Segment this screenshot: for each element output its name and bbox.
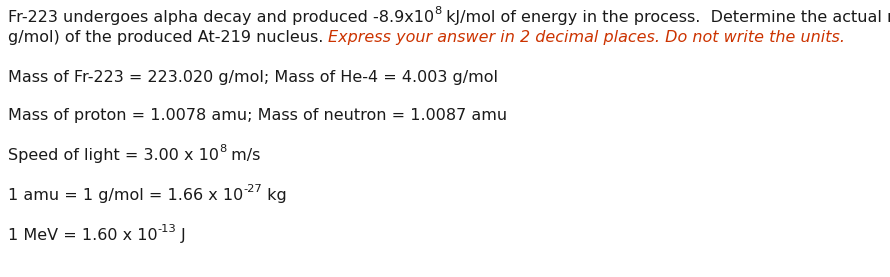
Text: 8: 8 xyxy=(219,144,226,154)
Text: Fr-223 undergoes alpha decay and produced -8.9x10: Fr-223 undergoes alpha decay and produce… xyxy=(8,10,434,25)
Text: Express your answer in 2 decimal places. Do not write the units.: Express your answer in 2 decimal places.… xyxy=(328,30,845,45)
Text: m/s: m/s xyxy=(226,148,261,163)
Text: -27: -27 xyxy=(243,184,262,194)
Text: J: J xyxy=(176,228,186,243)
Text: 8: 8 xyxy=(434,6,441,16)
Text: 1 amu = 1 g/mol = 1.66 x 10: 1 amu = 1 g/mol = 1.66 x 10 xyxy=(8,188,243,203)
Text: Mass of Fr-223 = 223.020 g/mol; Mass of He-4 = 4.003 g/mol: Mass of Fr-223 = 223.020 g/mol; Mass of … xyxy=(8,70,498,85)
Text: -13: -13 xyxy=(158,224,176,234)
Text: Speed of light = 3.00 x 10: Speed of light = 3.00 x 10 xyxy=(8,148,219,163)
Text: 1 MeV = 1.60 x 10: 1 MeV = 1.60 x 10 xyxy=(8,228,158,243)
Text: g/mol) of the produced At-219 nucleus.: g/mol) of the produced At-219 nucleus. xyxy=(8,30,328,45)
Text: kJ/mol of energy in the process.  Determine the actual mass (in: kJ/mol of energy in the process. Determi… xyxy=(441,10,890,25)
Text: Mass of proton = 1.0078 amu; Mass of neutron = 1.0087 amu: Mass of proton = 1.0078 amu; Mass of neu… xyxy=(8,108,507,123)
Text: kg: kg xyxy=(262,188,287,203)
